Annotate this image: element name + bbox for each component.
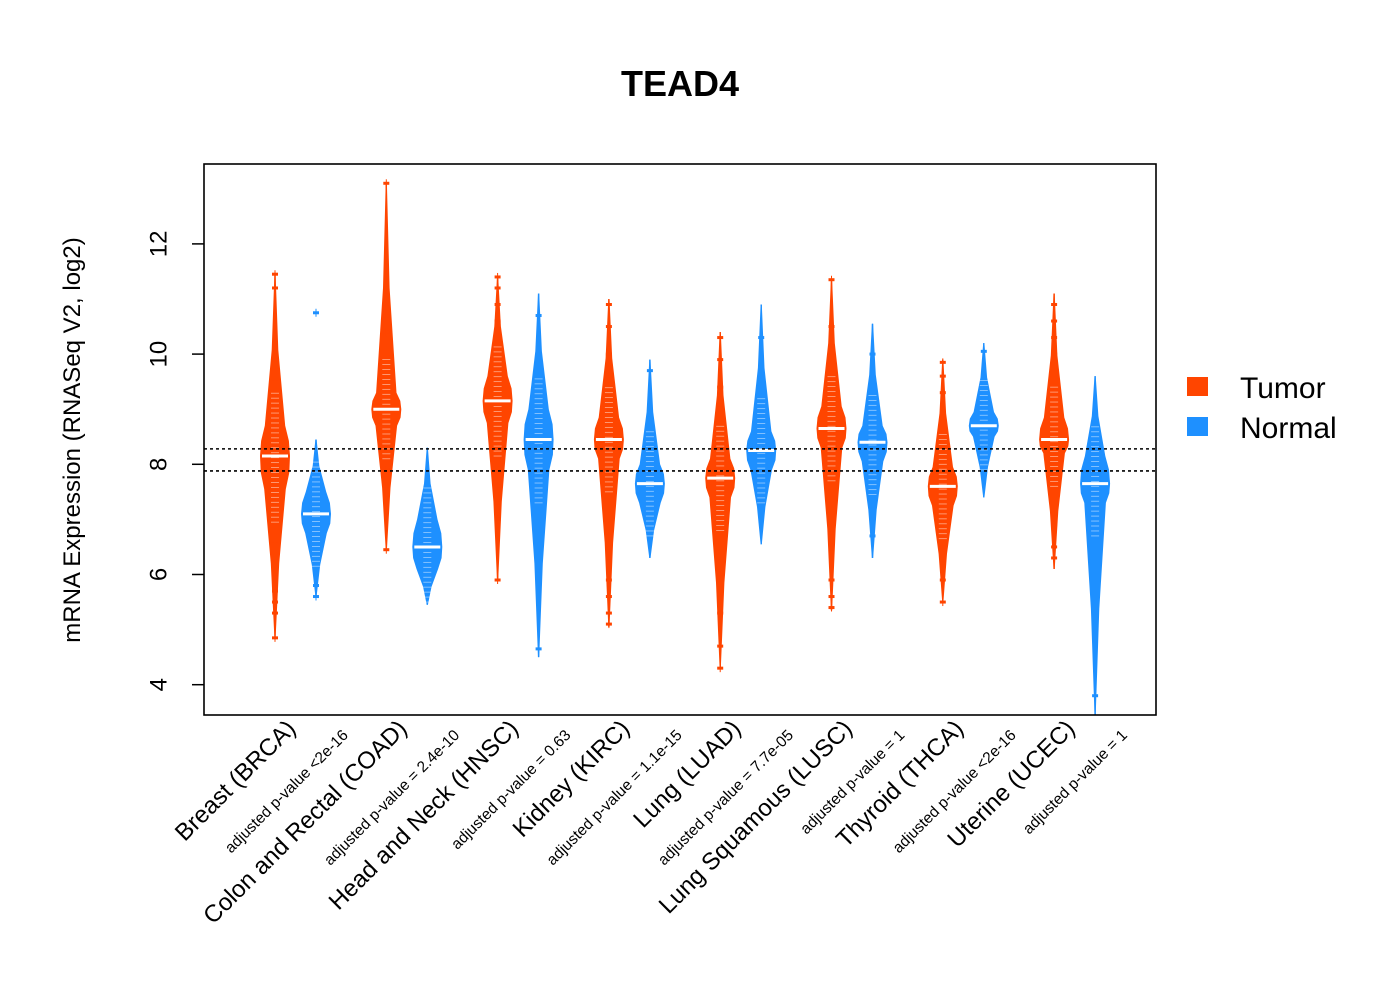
legend-swatch-normal [1187,417,1208,436]
reference-lines [204,448,1156,472]
normal-violin-body [301,439,331,597]
violin-normal [301,308,331,601]
normal-violin-body [746,304,777,545]
y-axis: 4 6 8 10 12 [145,231,204,691]
violin-tumor [593,298,624,629]
legend-swatch-tumor [1187,377,1208,396]
normal-violin-body [523,293,554,658]
violin-tumor [371,179,402,554]
violin-normal [412,447,443,605]
plot-frame [203,163,1157,716]
violin-normal [746,304,777,545]
y-tick-label: 6 [145,568,172,581]
violin-tumor [816,275,847,612]
violin-normal [523,293,554,658]
tumor-violin-body [593,298,624,627]
tumor-violin-body [816,279,847,611]
x-axis-labels: Breast (BRCA)adjusted p-value <2e-16Colo… [170,715,1131,929]
tumor-violin-body [482,276,513,581]
tumor-violin-body [371,183,402,550]
chart-title: TEAD4 [621,63,739,104]
y-axis-label: mRNA Expression (RNASeq V2, log2) [59,237,86,643]
violin-normal [634,359,665,558]
normal-violin-body [1080,376,1111,715]
violin-normal [1080,376,1111,715]
y-tick-label: 8 [145,458,172,471]
violin-normal [857,323,888,558]
violin-tumor [927,358,958,607]
normal-violin-body [412,447,443,605]
legend: Tumor Normal [1187,372,1337,445]
violin-tumor [482,272,513,585]
tumor-violin-body [1039,293,1070,569]
violin-tumor [1039,293,1070,569]
y-tick-label: 12 [145,231,172,258]
tumor-violin-body [705,332,736,669]
category-label: Colon and Rectal (COAD) [198,715,412,929]
tumor-violin-body [927,359,958,603]
y-tick-label: 10 [145,341,172,368]
y-tick-label: 4 [145,678,172,691]
violin-normal [968,343,999,498]
legend-label-tumor: Tumor [1240,372,1326,405]
violin-tumor [260,270,290,642]
violin-tumor [705,332,736,673]
violins [260,179,1111,715]
legend-label-normal: Normal [1240,412,1337,445]
normal-violin-body [634,359,665,558]
